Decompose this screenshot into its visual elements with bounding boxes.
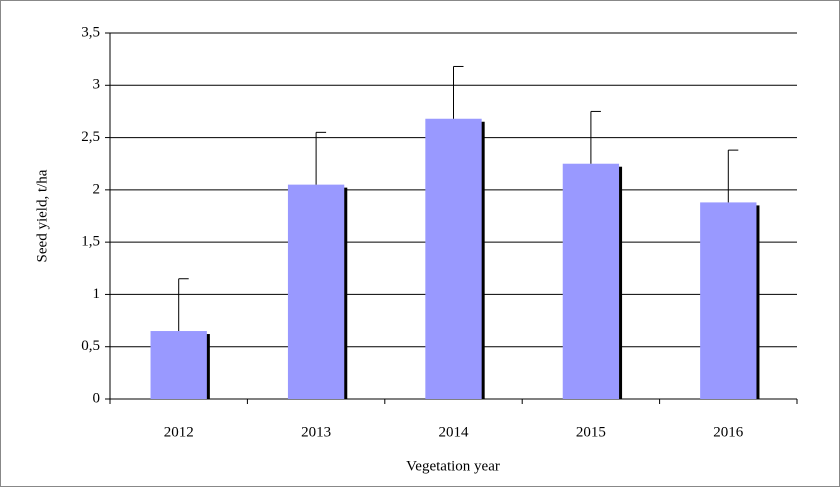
bar: [287, 184, 345, 399]
y-tick-label: 3,5: [81, 24, 100, 40]
x-tick-label: 2013: [301, 424, 331, 440]
error-bar: [727, 149, 739, 203]
x-tick-label: 2016: [713, 424, 744, 440]
error-bar: [453, 65, 464, 119]
x-axis-title: Vegetation year: [406, 458, 500, 474]
y-tick-label: 1,5: [81, 234, 100, 250]
y-tick-label: 1: [93, 286, 101, 302]
y-tick-label: 0,5: [81, 338, 100, 354]
error-bar: [590, 110, 601, 164]
x-tick-label: 2015: [576, 424, 606, 440]
bar: [562, 163, 620, 399]
bar: [425, 118, 482, 400]
y-tick-label: 0: [93, 390, 101, 406]
y-axis-title: Seed yield, t/ha: [34, 169, 50, 262]
x-tick-label: 2012: [164, 424, 194, 440]
bar: [150, 331, 207, 399]
y-tick-label: 3: [93, 77, 101, 93]
error-bar: [178, 278, 189, 332]
error-bar: [315, 131, 327, 185]
x-tick-label: 2014: [439, 424, 470, 440]
bar: [700, 202, 757, 399]
y-tick-label: 2: [93, 181, 101, 197]
y-tick-label: 2,5: [81, 129, 100, 145]
